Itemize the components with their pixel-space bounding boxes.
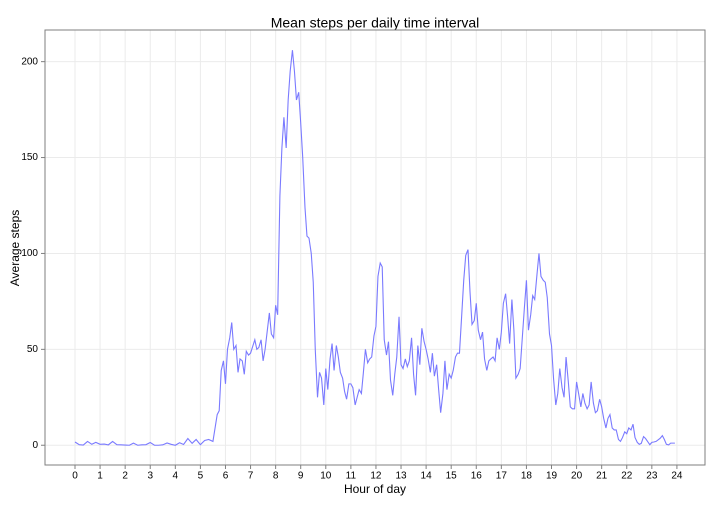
- x-tick-label: 6: [223, 471, 229, 482]
- x-tick-label: 24: [671, 471, 683, 482]
- x-tick-label: 17: [496, 471, 508, 482]
- x-tick-label: 16: [471, 471, 483, 482]
- y-tick-label: 0: [32, 440, 38, 451]
- y-axis-label: Average steps: [8, 210, 22, 287]
- x-tick-label: 8: [273, 471, 279, 482]
- x-tick-label: 18: [521, 471, 533, 482]
- y-tick-label: 100: [21, 248, 38, 259]
- x-axis-label: Hour of day: [344, 482, 406, 496]
- x-tick-label: 15: [446, 471, 458, 482]
- x-tick-label: 22: [621, 471, 633, 482]
- x-tick-label: 13: [395, 471, 407, 482]
- x-tick-label: 23: [646, 471, 658, 482]
- x-tick-label: 10: [320, 471, 332, 482]
- x-tick-label: 12: [370, 471, 382, 482]
- y-tick-label: 50: [27, 344, 39, 355]
- x-tick-label: 0: [72, 471, 78, 482]
- line-series: [74, 50, 675, 446]
- chart-title: Mean steps per daily time interval: [271, 15, 480, 31]
- x-tick-label: 3: [147, 471, 153, 482]
- panel-border: [44, 29, 706, 466]
- x-tick-label: 4: [173, 471, 179, 482]
- x-tick-label: 5: [198, 471, 204, 482]
- x-tick-label: 21: [596, 471, 608, 482]
- x-tick-label: 14: [421, 471, 433, 482]
- x-tick-label: 1: [97, 471, 103, 482]
- x-tick-label: 20: [571, 471, 583, 482]
- x-tick-label: 11: [346, 471, 357, 482]
- x-tick-label: 7: [248, 471, 254, 482]
- x-tick-label: 9: [298, 471, 304, 482]
- x-tick-label: 2: [122, 471, 128, 482]
- y-tick-label: 150: [21, 152, 38, 163]
- x-tick-label: 19: [546, 471, 558, 482]
- y-tick-label: 200: [21, 56, 38, 67]
